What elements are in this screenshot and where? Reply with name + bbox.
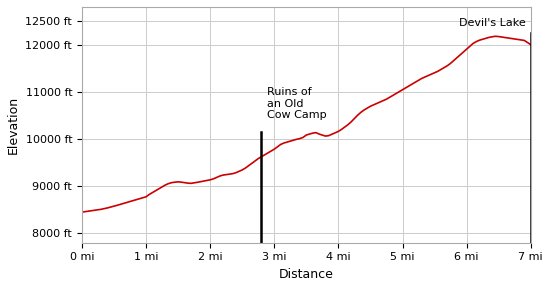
Text: Ruins of
an Old
Cow Camp: Ruins of an Old Cow Camp xyxy=(267,87,326,120)
Text: Devil's Lake: Devil's Lake xyxy=(459,18,526,28)
Y-axis label: Elevation: Elevation xyxy=(7,96,20,154)
X-axis label: Distance: Distance xyxy=(279,268,334,281)
